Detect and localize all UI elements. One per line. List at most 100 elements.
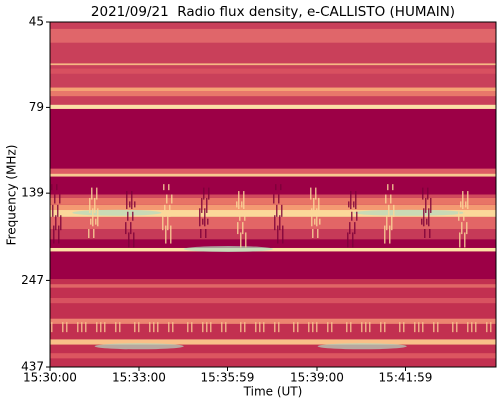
- spectrum-spike: [355, 191, 357, 210]
- spectrum-spike: [130, 222, 132, 235]
- spectrum-spike: [205, 229, 207, 238]
- spectrum-spike: [319, 218, 321, 225]
- spectrum-spike: [90, 218, 92, 225]
- spectrum-spike: [403, 322, 405, 333]
- y-tick-label: 139: [21, 186, 44, 200]
- spectrum-spike: [203, 187, 205, 200]
- spectrum-spike: [126, 191, 128, 210]
- spectrum-spike: [278, 322, 280, 333]
- spectrum-band: [50, 173, 496, 177]
- spectrum-spike: [221, 322, 223, 333]
- spectrum-spike: [429, 229, 431, 238]
- spectrum-spike: [56, 184, 58, 191]
- spectrum-spike: [354, 222, 356, 235]
- spectrum-spike: [128, 232, 130, 248]
- spectrum-band: [50, 229, 496, 240]
- spectrum-spike: [237, 222, 239, 235]
- spectrum-spike: [62, 322, 64, 333]
- spectrum-spike: [293, 322, 295, 333]
- spectrum-spike: [172, 322, 174, 333]
- spectrum-spike: [471, 322, 473, 333]
- spectrum-spike: [134, 322, 136, 333]
- spectrum-spike: [437, 322, 439, 333]
- spectrum-spike: [238, 191, 240, 210]
- spectrum-spike: [171, 194, 173, 204]
- spectrum-spike: [280, 184, 282, 191]
- spectrum-spike: [353, 201, 355, 208]
- spectrum-band: [50, 298, 496, 304]
- spectrum-spike: [207, 218, 209, 225]
- spectrum-spike: [169, 204, 171, 217]
- spectrum-spike: [276, 204, 278, 217]
- spectrum-spike: [104, 322, 106, 333]
- spectrum-spike: [54, 194, 56, 204]
- spectrogram-image: [50, 22, 496, 367]
- spectrum-spike: [100, 322, 102, 333]
- spectrum-spike: [133, 232, 135, 248]
- spectrum-spike: [430, 197, 432, 213]
- spectrum-spike: [279, 215, 281, 231]
- spectrum-spike: [399, 322, 401, 333]
- spectrum-spike: [132, 211, 134, 221]
- spectrum-spike: [91, 187, 93, 200]
- spectrum-spike: [263, 322, 265, 333]
- spectrum-spike: [201, 197, 203, 213]
- spectrum-spike: [273, 194, 275, 204]
- spectrum-spike: [55, 215, 57, 231]
- spectrum-spike: [96, 187, 98, 200]
- spectrum-spike: [138, 322, 140, 333]
- spectrum-spike: [389, 225, 391, 244]
- spectrum-band: [50, 168, 496, 176]
- spectrum-spike: [244, 211, 246, 221]
- chart-title: 2021/09/21 Radio flux density, e-CALLIST…: [91, 4, 455, 20]
- spectrum-spike: [452, 322, 454, 333]
- spectrum-spike: [202, 218, 204, 225]
- spectrum-spike: [369, 322, 371, 333]
- spectrum-spike: [427, 187, 429, 200]
- spectrum-spike: [462, 191, 464, 210]
- spectrum-spike: [327, 322, 329, 333]
- plot-frame: [49, 21, 497, 368]
- spectrum-spike: [277, 225, 279, 244]
- spectrum-spike: [208, 187, 210, 200]
- spectrum-spike: [386, 215, 388, 231]
- spectrum-spike: [426, 218, 428, 225]
- spectrum-spike: [88, 229, 90, 238]
- spectrum-spike: [202, 322, 204, 333]
- spectrum-band: [50, 339, 496, 345]
- spectrum-spike: [239, 211, 241, 221]
- spectrum-band: [50, 63, 496, 66]
- spectrum-band: [50, 247, 496, 252]
- spectrum-spike: [129, 201, 131, 208]
- spectrum-spike: [131, 191, 133, 210]
- spectrum-spike: [490, 322, 492, 333]
- x-tick-label: 15:35:59: [201, 371, 255, 385]
- spectrum-spike: [200, 229, 202, 238]
- spectrum-spike: [475, 322, 477, 333]
- spectrum-band: [50, 87, 496, 91]
- spectrum-glow: [183, 246, 273, 253]
- spectrum-spike: [164, 204, 166, 217]
- spectrum-spike: [153, 322, 155, 333]
- spectrum-spike: [168, 322, 170, 333]
- spectrum-spike: [95, 218, 97, 225]
- spectrum-spike: [464, 232, 466, 248]
- spectrum-spike: [365, 322, 367, 333]
- spectrum-spike: [467, 191, 469, 210]
- spectrum-spike: [165, 225, 167, 244]
- y-tick-label: 437: [21, 360, 44, 374]
- spectrum-spike: [350, 322, 352, 333]
- y-axis-label: Frequency (MHz): [5, 145, 19, 246]
- spectrum-spike: [53, 225, 55, 244]
- spectrum-spike: [456, 322, 458, 333]
- spectrum-spike: [391, 215, 393, 231]
- y-tick-label: 247: [21, 273, 44, 287]
- spectrum-spike: [466, 222, 468, 235]
- spectrum-spike: [225, 322, 227, 333]
- spectrum-spike: [282, 225, 284, 244]
- spectrum-spike: [51, 184, 53, 191]
- x-tick-label: 15:41:59: [379, 371, 433, 385]
- spectrum-glow: [94, 343, 184, 350]
- spectrum-spike: [245, 232, 247, 248]
